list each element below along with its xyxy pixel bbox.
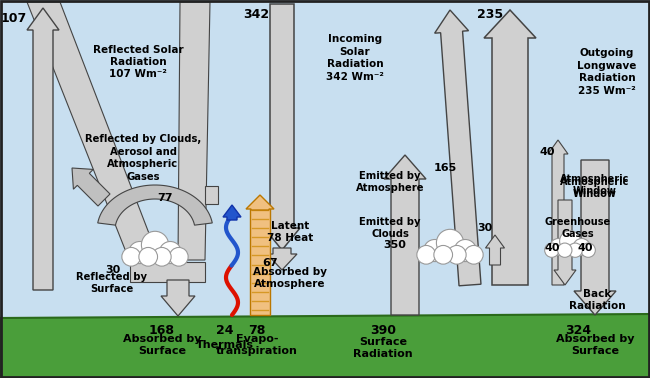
- Circle shape: [434, 245, 452, 264]
- Circle shape: [465, 245, 483, 264]
- Polygon shape: [178, 2, 210, 260]
- Text: 40: 40: [577, 243, 593, 253]
- Circle shape: [560, 231, 580, 251]
- Polygon shape: [246, 195, 274, 210]
- Polygon shape: [548, 140, 568, 285]
- Text: 342: 342: [243, 8, 269, 22]
- Circle shape: [581, 243, 595, 257]
- Circle shape: [153, 248, 171, 266]
- Text: 390: 390: [370, 324, 396, 336]
- Text: Reflected by Clouds,
Aerosol and
Atmospheric
Gases: Reflected by Clouds, Aerosol and Atmosph…: [85, 135, 201, 181]
- Circle shape: [142, 231, 168, 259]
- Text: 168: 168: [149, 324, 175, 336]
- Text: Outgoing
Longwave
Radiation
235 Wm⁻²: Outgoing Longwave Radiation 235 Wm⁻²: [577, 48, 637, 96]
- Polygon shape: [264, 4, 300, 250]
- Text: Incoming
Solar
Radiation
342 Wm⁻²: Incoming Solar Radiation 342 Wm⁻²: [326, 34, 384, 82]
- Text: 235: 235: [477, 8, 503, 20]
- Circle shape: [447, 245, 466, 264]
- Text: 24: 24: [216, 324, 234, 336]
- Polygon shape: [72, 168, 110, 206]
- Circle shape: [129, 242, 151, 263]
- Text: Emitted by
Clouds: Emitted by Clouds: [359, 217, 421, 239]
- Text: 324: 324: [565, 324, 591, 336]
- Text: Atmospheric
Window: Atmospheric Window: [560, 174, 630, 196]
- Text: 40: 40: [540, 147, 554, 157]
- Circle shape: [159, 242, 181, 263]
- Polygon shape: [486, 235, 504, 265]
- Text: Absorbed by
Surface: Absorbed by Surface: [123, 334, 202, 356]
- Circle shape: [568, 243, 582, 257]
- Circle shape: [122, 248, 140, 266]
- Polygon shape: [205, 186, 218, 204]
- Text: 77: 77: [157, 193, 173, 203]
- Text: Thermals: Thermals: [196, 340, 254, 350]
- Polygon shape: [27, 2, 160, 262]
- Polygon shape: [223, 205, 241, 220]
- Text: 30: 30: [105, 265, 121, 275]
- Text: Latent
78 Heat: Latent 78 Heat: [267, 221, 313, 243]
- Circle shape: [139, 248, 157, 266]
- Text: Reflected Solar
Radiation
107 Wm⁻²: Reflected Solar Radiation 107 Wm⁻²: [93, 45, 183, 79]
- Circle shape: [545, 243, 559, 257]
- Polygon shape: [161, 280, 195, 316]
- Polygon shape: [384, 155, 426, 315]
- Text: Atmospheric
Window: Atmospheric Window: [560, 177, 630, 199]
- Text: 165: 165: [434, 163, 456, 173]
- Text: Back
Radiation: Back Radiation: [569, 289, 625, 311]
- Text: Absorbed by
Atmosphere: Absorbed by Atmosphere: [253, 267, 327, 289]
- Polygon shape: [98, 185, 213, 225]
- Bar: [250, 205, 270, 315]
- Circle shape: [417, 245, 436, 264]
- Text: Greenhouse
Gases: Greenhouse Gases: [545, 217, 611, 239]
- Text: 107: 107: [1, 11, 27, 25]
- Polygon shape: [554, 200, 576, 285]
- Text: 30: 30: [477, 223, 493, 233]
- Circle shape: [424, 240, 446, 262]
- Text: 78: 78: [248, 324, 266, 336]
- Circle shape: [558, 243, 572, 257]
- Polygon shape: [0, 314, 650, 378]
- Circle shape: [573, 239, 590, 256]
- Circle shape: [550, 239, 567, 256]
- Text: 40: 40: [544, 243, 560, 253]
- Polygon shape: [574, 160, 616, 315]
- Text: 350: 350: [384, 240, 406, 250]
- Text: Surface
Radiation: Surface Radiation: [353, 337, 413, 359]
- Polygon shape: [267, 248, 297, 270]
- Text: 67: 67: [262, 258, 278, 268]
- Text: Reflected by
Surface: Reflected by Surface: [77, 272, 148, 294]
- Polygon shape: [435, 10, 481, 286]
- Circle shape: [454, 240, 476, 262]
- Text: Absorbed by
Surface: Absorbed by Surface: [556, 334, 634, 356]
- Polygon shape: [130, 262, 205, 282]
- Circle shape: [436, 229, 463, 257]
- Text: Emitted by
Atmosphere: Emitted by Atmosphere: [356, 171, 424, 193]
- Text: Evapo-
transpiration: Evapo- transpiration: [216, 334, 298, 356]
- Circle shape: [170, 248, 188, 266]
- Polygon shape: [27, 8, 59, 290]
- Polygon shape: [484, 10, 536, 285]
